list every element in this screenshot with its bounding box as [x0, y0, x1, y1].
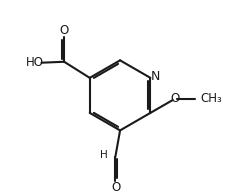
Text: CH₃: CH₃ [201, 92, 222, 105]
Text: H: H [100, 150, 108, 160]
Text: O: O [170, 92, 180, 105]
Text: O: O [112, 181, 121, 194]
Text: HO: HO [26, 56, 44, 69]
Text: O: O [60, 24, 69, 37]
Text: N: N [150, 70, 160, 83]
